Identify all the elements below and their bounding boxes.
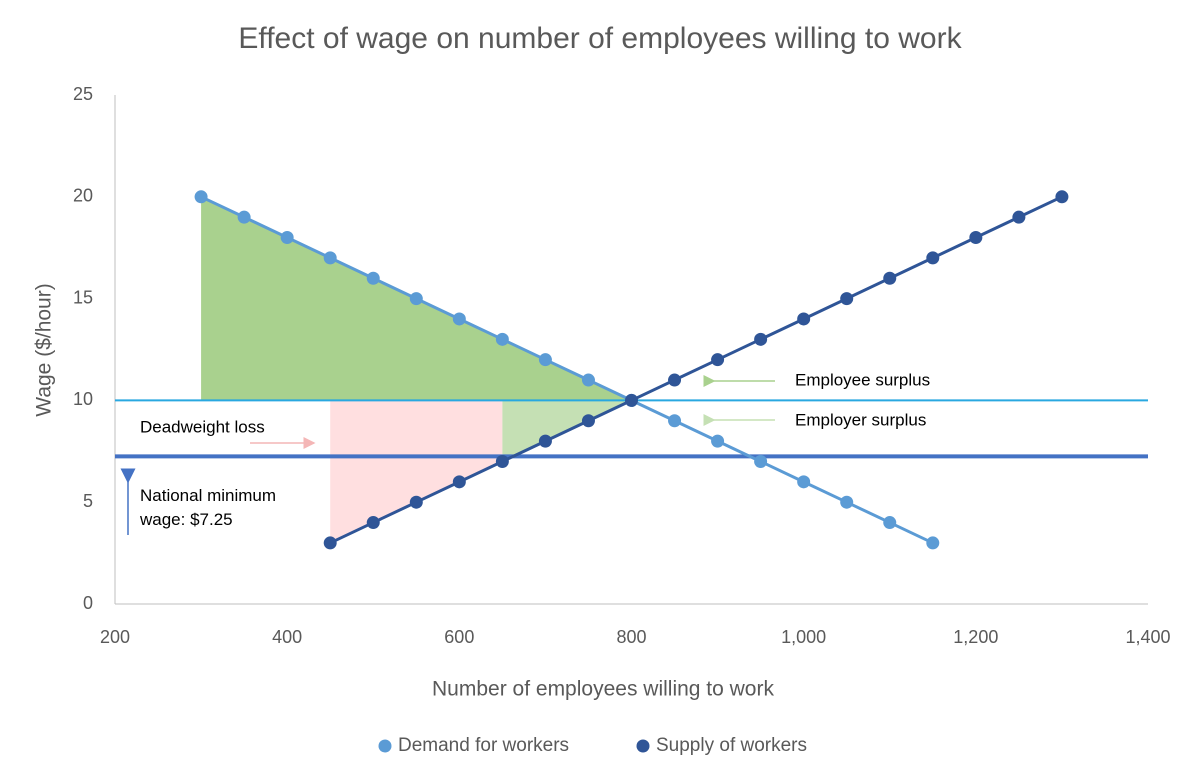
- legend-marker: [378, 739, 392, 753]
- y-tick-label: 15: [73, 287, 93, 307]
- y-tick-label: 0: [83, 593, 93, 613]
- data-point: [538, 353, 552, 367]
- data-point: [409, 292, 423, 306]
- data-point: [323, 536, 337, 550]
- chart-title: Effect of wage on number of employees wi…: [238, 22, 962, 55]
- employee-surplus-area: [201, 196, 632, 401]
- data-point: [711, 353, 725, 367]
- data-point: [237, 210, 251, 224]
- legend-label: Demand for workers: [398, 735, 569, 756]
- data-point: [840, 292, 854, 306]
- deadweight-loss-area: [330, 400, 503, 543]
- data-point: [538, 434, 552, 448]
- data-point: [969, 231, 983, 245]
- annotation: National minimum wage: $7.25: [140, 486, 277, 529]
- x-tick-label: 1,000: [781, 627, 826, 647]
- data-point: [797, 312, 811, 326]
- data-point: [1055, 190, 1069, 204]
- series-line: [200, 195, 934, 545]
- x-tick-label: 600: [444, 627, 474, 647]
- data-point: [366, 271, 380, 285]
- data-point: [883, 271, 897, 285]
- data-point: [668, 373, 682, 387]
- data-point: [366, 516, 380, 530]
- data-point: [883, 516, 897, 530]
- data-point: [495, 454, 509, 468]
- x-tick-label: 1,400: [1125, 627, 1170, 647]
- data-point: [452, 475, 466, 489]
- data-point: [194, 190, 208, 204]
- y-tick-label: 25: [73, 84, 93, 104]
- x-tick-label: 200: [100, 627, 130, 647]
- y-tick-label: 20: [73, 186, 93, 206]
- data-point: [581, 414, 595, 428]
- x-tick-label: 400: [272, 627, 302, 647]
- annotation: Employee surplus: [795, 370, 930, 389]
- data-point: [797, 475, 811, 489]
- annotation: Employer surplus: [795, 410, 926, 429]
- x-tick-label: 1,200: [953, 627, 998, 647]
- data-point: [926, 536, 940, 550]
- x-axis-title: Number of employees willing to work: [432, 678, 774, 701]
- data-point: [754, 454, 768, 468]
- data-point: [668, 414, 682, 428]
- data-point: [495, 332, 509, 346]
- annotation: Deadweight loss: [140, 417, 265, 436]
- y-tick-label: 10: [73, 389, 93, 409]
- data-point: [754, 332, 768, 346]
- legend-label: Supply of workers: [656, 735, 807, 756]
- data-point: [452, 312, 466, 326]
- data-point: [711, 434, 725, 448]
- data-point: [840, 495, 854, 509]
- series-line: [329, 195, 1063, 545]
- data-point: [409, 495, 423, 509]
- data-point: [323, 251, 337, 265]
- data-point: [1012, 210, 1026, 224]
- data-point: [625, 393, 638, 407]
- legend: Demand for workers Supply of workers: [378, 735, 807, 756]
- y-axis-title: Wage ($/hour): [33, 283, 56, 416]
- data-point: [581, 373, 595, 387]
- legend-marker: [636, 739, 650, 753]
- x-tick-label: 800: [616, 627, 646, 647]
- data-point: [926, 251, 940, 265]
- y-tick-label: 5: [83, 491, 93, 511]
- data-point: [280, 231, 294, 245]
